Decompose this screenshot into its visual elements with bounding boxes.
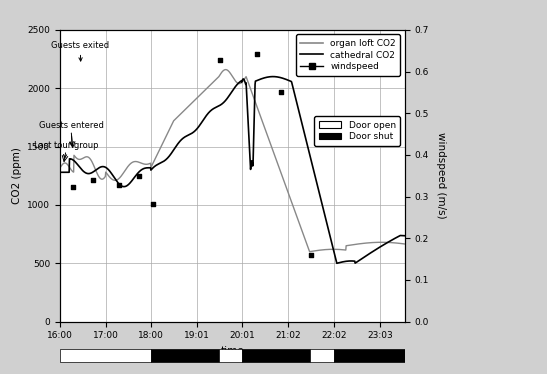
Point bbox=[216, 57, 224, 63]
Y-axis label: CO2 (ppm): CO2 (ppm) bbox=[12, 147, 22, 204]
Bar bbox=[151, 349, 219, 362]
Point bbox=[149, 201, 158, 207]
Bar bbox=[334, 349, 405, 362]
Legend: Door open, Door shut: Door open, Door shut bbox=[315, 116, 400, 146]
Text: Guests entered: Guests entered bbox=[39, 121, 103, 145]
Bar bbox=[60, 349, 151, 362]
Point bbox=[134, 173, 143, 179]
X-axis label: time: time bbox=[220, 346, 245, 356]
Text: Guests exited: Guests exited bbox=[51, 41, 109, 61]
Point bbox=[68, 184, 77, 190]
Bar bbox=[219, 349, 242, 362]
Text: Last tour group: Last tour group bbox=[34, 141, 98, 158]
Bar bbox=[242, 349, 310, 362]
Point bbox=[252, 52, 261, 58]
Y-axis label: windspeed (m/s): windspeed (m/s) bbox=[435, 132, 446, 219]
Bar bbox=[310, 349, 334, 362]
Point bbox=[277, 89, 286, 95]
Point bbox=[89, 177, 97, 183]
Point bbox=[306, 252, 315, 258]
Point bbox=[115, 182, 124, 188]
